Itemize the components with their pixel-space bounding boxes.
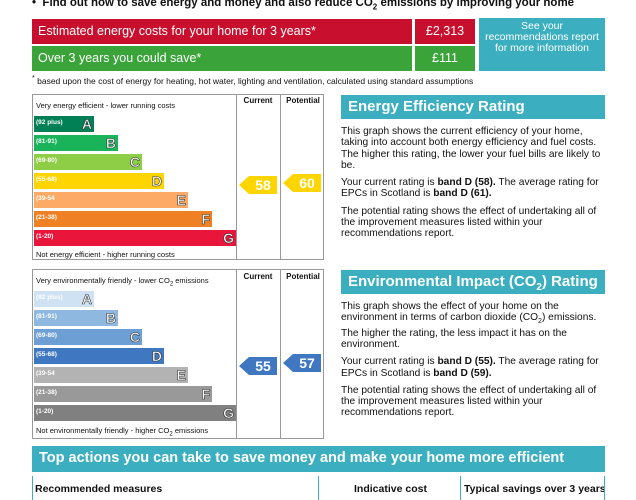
estimated-cost-label: Estimated energy costs for your home for… [32, 19, 412, 44]
band-letter: G [223, 405, 234, 422]
energy-efficiency-info: Energy Efficiency Rating This graph show… [341, 95, 605, 240]
band-letter: C [129, 329, 141, 346]
band-letter: E [176, 367, 186, 384]
band-d: (55-68) D [34, 173, 164, 189]
current-header: Current [243, 96, 273, 105]
environmental-impact-chart: Current Potential Very environmentally f… [32, 269, 324, 439]
footnote-text: based upon the cost of energy for heatin… [34, 75, 474, 86]
band-range: (92 plus) [36, 294, 63, 301]
environmental-impact-title: Environmental Impact (CO2) Rating [341, 270, 605, 294]
band-e: (39-54 E [34, 192, 188, 208]
band-letter: B [105, 310, 117, 327]
co2-subscript: 2 [372, 2, 378, 12]
env-rating-paragraph: Your current rating is band D (55). The … [341, 356, 599, 379]
band-f: (21-38) F [34, 211, 212, 227]
column-divider [236, 270, 237, 438]
band-d: (55-68) D [34, 348, 164, 364]
energy-info-paragraph: This graph shows the current efficiency … [341, 126, 601, 171]
band-c: (69-80) C [34, 154, 142, 170]
band-range: (21-38) [36, 389, 57, 396]
estimated-cost-value: £2,313 [415, 19, 475, 44]
column-divider [280, 270, 281, 438]
band-f: (21-38) F [34, 386, 212, 402]
band-range: (1-20) [36, 233, 54, 240]
band-range: (39-54 [36, 195, 55, 202]
chart-bottom-text: Not environmentally friendly - higher CO… [36, 426, 209, 438]
energy-rating-paragraph: Your current rating is band D (58). The … [341, 177, 599, 200]
potential-rating-arrow: 57 [283, 354, 321, 372]
recommended-measures-header: Recommended measures [35, 483, 163, 495]
potential-rating-arrow: 60 [283, 174, 321, 192]
band-range: (69-80) [36, 157, 57, 164]
chart-top-text: Very environmentally friendly - lower CO… [36, 276, 209, 288]
env-potential-paragraph: The potential rating shows the effect of… [341, 384, 597, 419]
potential-header: Potential [286, 272, 320, 281]
band-e: (39-54 E [34, 367, 188, 383]
band-g: (1-20) G [34, 405, 236, 421]
band-range: (55-68) [36, 351, 57, 358]
bullet: • [32, 0, 37, 9]
energy-potential-paragraph: The potential rating shows the effect of… [341, 205, 597, 240]
table-border [32, 476, 33, 500]
env-info-paragraph: This graph shows the effect of your home… [341, 301, 597, 350]
band-range: (39-54 [36, 370, 55, 377]
current-rating-arrow: 55 [239, 357, 277, 375]
band-range: (92 plus) [36, 119, 63, 126]
intro-text: Find out how to save energy and money an… [42, 0, 373, 9]
table-border [604, 476, 605, 500]
band-b: (81-91) B [34, 310, 118, 326]
indicative-cost-header: Indicative cost [354, 483, 427, 495]
current-rating-arrow: 58 [239, 176, 277, 194]
band-a: (92 plus) A [34, 116, 94, 132]
band-a: (92 plus) A [34, 291, 94, 307]
band-letter: F [201, 386, 210, 403]
band-range: (81-91) [36, 138, 57, 145]
band-range: (55-68) [36, 176, 57, 183]
band-letter: A [81, 116, 93, 133]
energy-efficiency-title: Energy Efficiency Rating [341, 95, 605, 119]
band-range: (21-38) [36, 214, 57, 221]
band-letter: F [201, 211, 210, 228]
footnote-mark: * [32, 74, 35, 82]
band-g: (1-20) G [34, 230, 236, 246]
savings-value: £111 [415, 46, 475, 71]
band-letter: G [223, 230, 234, 247]
band-letter: C [129, 154, 141, 171]
energy-efficiency-chart: Current Potential Very energy efficient … [32, 94, 324, 260]
band-range: (69-80) [36, 332, 57, 339]
potential-header: Potential [286, 96, 320, 105]
band-letter: E [176, 192, 186, 209]
savings-label: Over 3 years you could save* [32, 46, 412, 71]
band-c: (69-80) C [34, 329, 142, 345]
band-letter: A [81, 291, 93, 308]
column-divider [280, 95, 281, 259]
table-border [318, 476, 319, 500]
column-divider [236, 95, 237, 259]
current-header: Current [243, 272, 273, 281]
band-letter: D [151, 173, 163, 190]
band-letter: B [105, 135, 117, 152]
environmental-impact-info: Environmental Impact (CO2) Rating This g… [341, 270, 605, 419]
intro-text-end: emissions by improving your home [377, 0, 575, 9]
see-recommendations-link[interactable]: See your recommendations report for more… [479, 18, 605, 71]
top-actions-heading: Top actions you can take to save money a… [32, 446, 605, 472]
typical-savings-header: Typical savings over 3 years [464, 483, 606, 495]
band-b: (81-91) B [34, 135, 118, 151]
chart-bottom-text: Not energy efficient - higher running co… [36, 250, 175, 259]
table-border [460, 476, 461, 500]
band-range: (1-20) [36, 408, 54, 415]
intro-line: • Find out how to save energy and money … [32, 0, 574, 11]
chart-top-text: Very energy efficient - lower running co… [36, 101, 176, 110]
footnote: * based upon the cost of energy for heat… [32, 74, 473, 86]
band-range: (81-91) [36, 313, 57, 320]
band-letter: D [151, 348, 163, 365]
